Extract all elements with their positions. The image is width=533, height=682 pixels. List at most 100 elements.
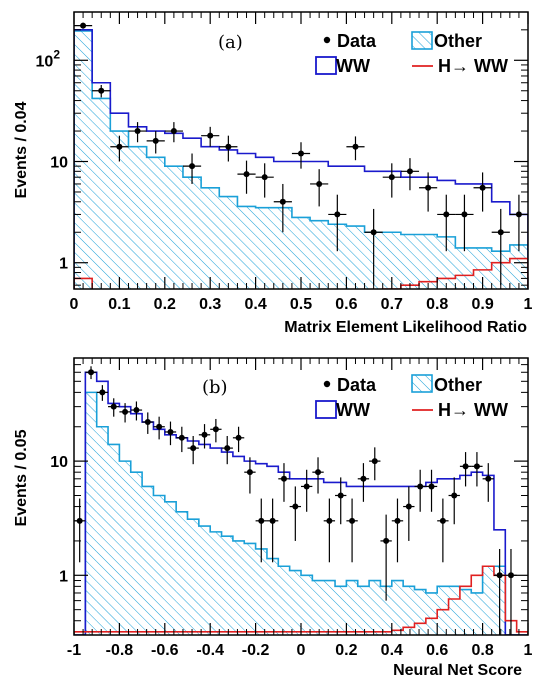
other-bar [346, 580, 358, 635]
x-tick-label: -0.8 [106, 642, 134, 659]
other-bar [146, 157, 165, 289]
x-tick-label: 0.6 [335, 296, 357, 313]
data-point [323, 498, 336, 563]
axes-b: -1 -0.8 -0.6 -0.4 -0.2 0 0.2 0.4 0.6 0.8 1 1 10 [50, 357, 533, 659]
legend-higgs-label-b: H→ WW [438, 400, 508, 420]
data-point [473, 172, 492, 212]
panel-label-a: (a) [218, 32, 243, 53]
other-bar [176, 511, 188, 635]
data-point [219, 135, 238, 162]
other-bar [244, 543, 256, 635]
other-bar [482, 566, 494, 635]
legend-b: Data Other WW H→ WW [315, 374, 508, 420]
other-bar [142, 486, 154, 635]
x-axis-title-a: Matrix Element Likelihood Ratio [284, 319, 527, 336]
legend-other-swatch-a [411, 31, 433, 50]
other-bar [382, 232, 401, 289]
other-bar [182, 177, 202, 289]
other-bar [328, 224, 347, 289]
data-point [391, 498, 404, 563]
y-tick-label: 10 [50, 155, 68, 172]
other-outline [74, 391, 528, 635]
other-bar [448, 586, 460, 635]
data-point [357, 463, 370, 502]
data-point [108, 398, 120, 417]
plot-area-b [74, 366, 528, 635]
other-bar [473, 247, 492, 289]
data-point [310, 169, 329, 207]
data-point [419, 172, 438, 212]
data-point [176, 426, 188, 453]
x-tick-label: 0.2 [335, 642, 357, 659]
other-bar [128, 146, 147, 289]
other-bar [346, 226, 365, 289]
other-bar [369, 580, 381, 635]
data-point [437, 194, 456, 252]
x-tick-label: 0.4 [381, 642, 403, 659]
data-point [74, 498, 86, 563]
y-tick-label: 1 [59, 256, 68, 273]
data-point [448, 477, 460, 525]
y-tick-label: 1 [59, 568, 68, 585]
legend-ww-swatch-b [315, 400, 337, 419]
data-point [255, 163, 274, 198]
data-point [400, 158, 420, 191]
other-bar [357, 586, 370, 635]
data-point [266, 498, 279, 563]
other-bar [291, 217, 311, 289]
x-tick-label: 0.8 [426, 296, 448, 313]
data-point [210, 418, 222, 443]
legend-other-label-a: Other [434, 31, 482, 51]
other-bar [96, 426, 109, 635]
data-point [491, 208, 510, 286]
x-tick-label: 1 [524, 296, 533, 313]
data-point [278, 463, 290, 502]
data-point [164, 122, 183, 143]
x-tick-label: 0.5 [290, 296, 312, 313]
data-point [232, 426, 245, 453]
x-tick-label: 0 [297, 642, 306, 659]
data-point [244, 457, 256, 494]
data-point [312, 457, 324, 494]
data-point [380, 514, 392, 601]
other-bar [273, 207, 292, 289]
data-point [437, 498, 449, 563]
other-bar [310, 220, 329, 289]
data-point [153, 416, 165, 440]
data-point [119, 403, 131, 423]
other-bar [255, 548, 267, 635]
legend-other-swatch-b [411, 374, 433, 393]
data-point [96, 385, 109, 401]
other-bar [437, 236, 456, 289]
other-bar [92, 98, 111, 289]
other-bar [266, 558, 279, 635]
x-tick-label: 1 [524, 642, 533, 659]
x-tick-label: 0.9 [471, 296, 493, 313]
other-bar [278, 566, 290, 635]
other-bar [323, 580, 336, 635]
x-tick-label: 0.8 [471, 642, 493, 659]
other-bar [164, 501, 177, 635]
other-bar [312, 580, 324, 635]
legend-data-marker-b [323, 380, 331, 388]
data-point [255, 498, 267, 563]
legend-data-label-b: Data [337, 375, 377, 395]
data-point [92, 85, 111, 98]
other-bar [74, 30, 93, 289]
other-bar [301, 575, 313, 635]
other-bar [221, 536, 233, 635]
x-tick-label: 0.6 [426, 642, 448, 659]
x-tick-label: 0.7 [381, 296, 403, 313]
y-tick-label: 10 [50, 454, 68, 471]
data-point [142, 412, 154, 434]
data-point [482, 463, 494, 502]
data-point [130, 401, 143, 421]
legend-a: Data Other WW H→ WW [315, 31, 508, 76]
data-point [335, 477, 347, 525]
other-bar [110, 131, 129, 289]
data-point [455, 194, 474, 252]
other-bar [187, 519, 199, 635]
data-point [164, 421, 177, 446]
